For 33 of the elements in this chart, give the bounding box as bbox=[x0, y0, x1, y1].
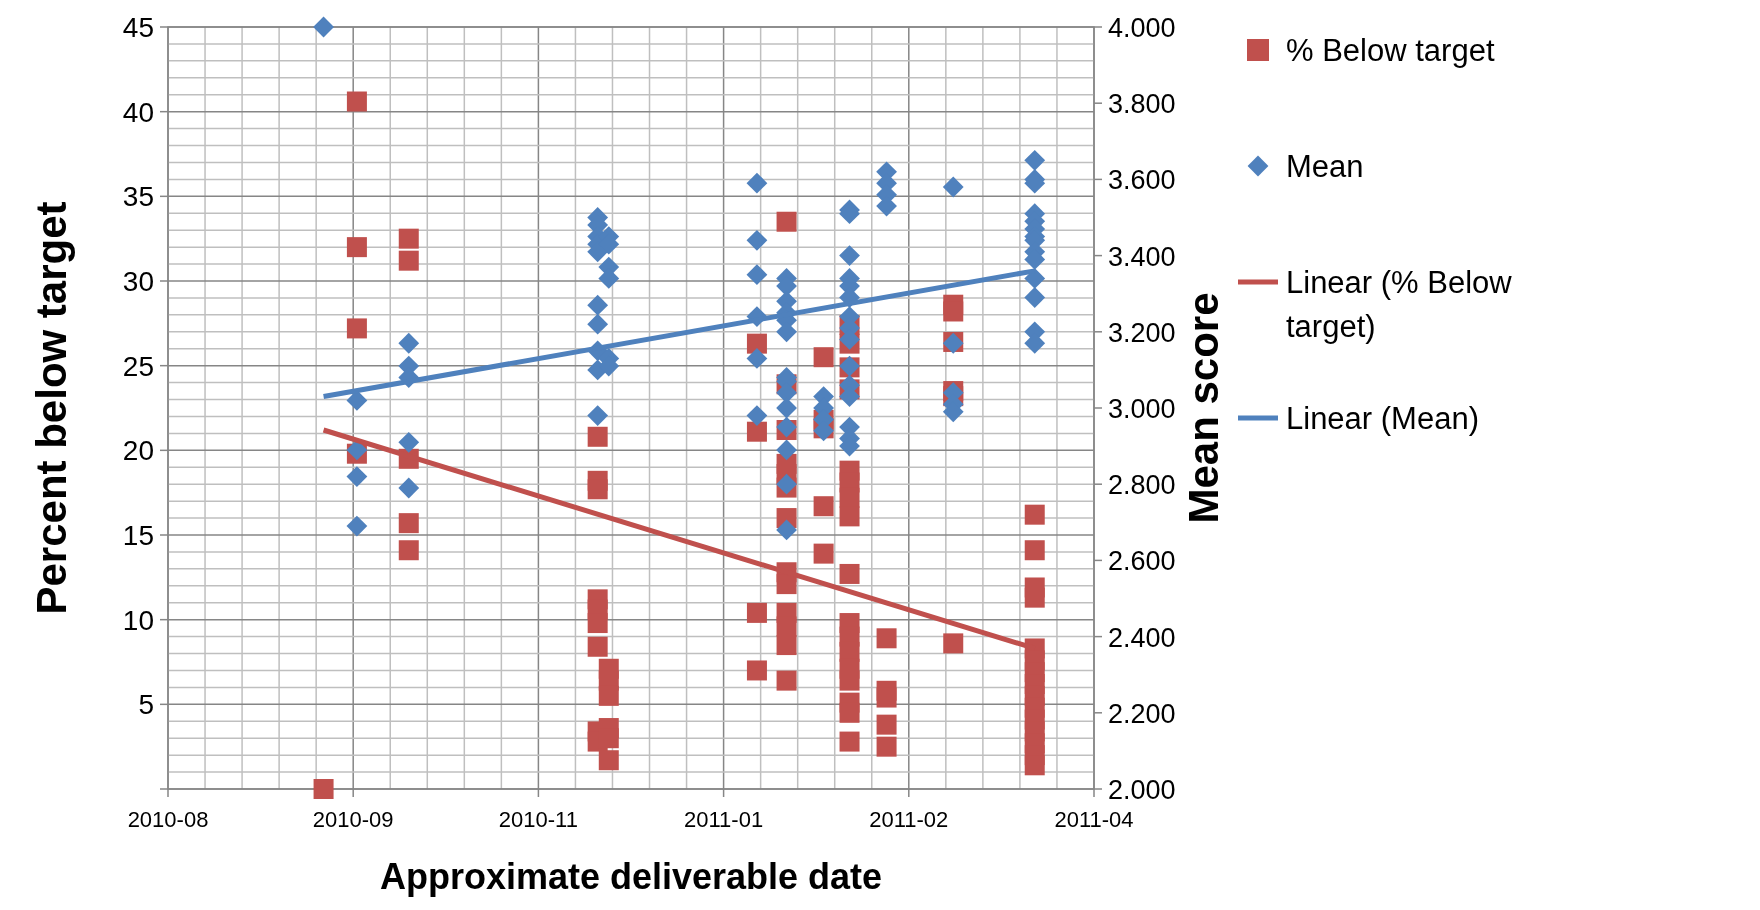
legend-label: Linear (Mean) bbox=[1286, 401, 1479, 436]
y2-tick-label: 2.800 bbox=[1108, 470, 1176, 501]
y-tick-label: 15 bbox=[122, 520, 154, 551]
y2-tick-label: 3.200 bbox=[1108, 317, 1176, 348]
x-axis-title: Approximate deliverable date bbox=[379, 856, 883, 897]
legend-label: % Below target bbox=[1286, 33, 1495, 68]
y-tick-label: 35 bbox=[122, 181, 154, 213]
x-tick-label: 2011-02 bbox=[869, 807, 949, 832]
x-tick-label: 2010-08 bbox=[127, 807, 209, 832]
legend-label: Linear (% Below target) bbox=[1286, 265, 1513, 344]
x-tick-label: 2010-09 bbox=[312, 807, 394, 832]
legend-label: Mean bbox=[1286, 149, 1364, 184]
y2-tick-label: 3.000 bbox=[1108, 394, 1176, 424]
y2-tick-label: 2.200 bbox=[1108, 698, 1176, 729]
x-tick-label: 2011-04 bbox=[1054, 807, 1134, 832]
y2-tick-label: 2.600 bbox=[1108, 546, 1176, 577]
y-axis-title: Percent below target bbox=[28, 201, 75, 615]
y2-tick-label: 2.000 bbox=[1108, 775, 1176, 805]
y2-tick-label: 2.400 bbox=[1108, 622, 1176, 653]
y-tick-label: 10 bbox=[122, 604, 154, 636]
y-tick-label: 30 bbox=[122, 266, 154, 297]
y-tick-label: 40 bbox=[122, 96, 154, 128]
x-tick-label: 2011-01 bbox=[684, 807, 764, 832]
y2-tick-label: 3.600 bbox=[1108, 165, 1176, 196]
y2-axis-title: Mean score bbox=[1180, 292, 1227, 524]
y2-tick-label: 3.800 bbox=[1108, 89, 1176, 120]
y-tick-label: 5 bbox=[138, 689, 154, 721]
y-tick-label: 25 bbox=[122, 350, 154, 382]
y-tick-label: 45 bbox=[122, 12, 154, 43]
y2-tick-label: 4.000 bbox=[1108, 13, 1176, 43]
y2-tick-label: 3.400 bbox=[1108, 241, 1176, 272]
x-tick-label: 2010-11 bbox=[498, 807, 578, 832]
y-tick-label: 20 bbox=[122, 435, 154, 467]
